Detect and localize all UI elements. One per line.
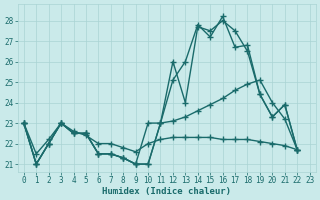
X-axis label: Humidex (Indice chaleur): Humidex (Indice chaleur): [102, 187, 231, 196]
